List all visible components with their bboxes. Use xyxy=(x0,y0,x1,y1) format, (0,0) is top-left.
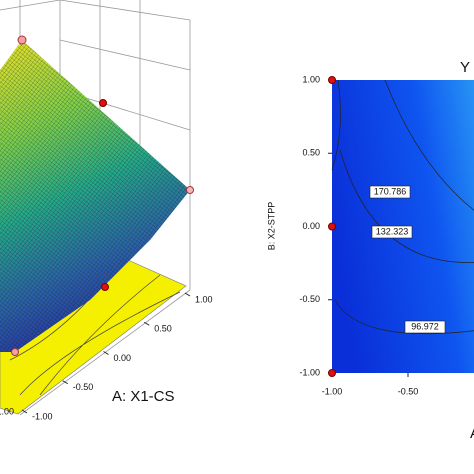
x-axis-label: A: X1-CS xyxy=(112,388,175,405)
y-tick-label: -1.00 xyxy=(0,406,14,416)
y-tick-label: 0.00 xyxy=(302,221,320,231)
x-tick-label: -0.50 xyxy=(73,382,94,392)
contour-label-box xyxy=(371,225,413,239)
chart-title: Y xyxy=(460,59,470,76)
tick-mark xyxy=(103,351,109,355)
contour-edge xyxy=(331,79,341,171)
contour-line xyxy=(334,299,474,335)
contour-label: 170.786 xyxy=(374,186,407,196)
x-tick-label: -1.00 xyxy=(322,386,343,396)
y-tick-label: 0.50 xyxy=(302,148,320,158)
design-point xyxy=(328,222,336,231)
tick-mark xyxy=(21,409,28,414)
y-axis-label: B: X2-STPP xyxy=(266,202,276,251)
contour-label: 96.972 xyxy=(411,321,439,331)
x-tick-label: 0.50 xyxy=(154,324,172,334)
y-tick-label: -0.50 xyxy=(299,294,320,304)
contour-line xyxy=(384,80,474,211)
design-point xyxy=(328,76,336,84)
tick-mark xyxy=(62,380,69,385)
tick-mark xyxy=(184,292,191,297)
x-tick-label: -1.00 xyxy=(32,411,53,421)
y-tick-label: 1.00 xyxy=(302,74,320,84)
x-axis-label: A xyxy=(470,425,474,442)
tick-mark xyxy=(143,321,150,326)
design-point xyxy=(328,369,336,377)
contour-label-box xyxy=(404,320,446,334)
x-tick-label: 0.00 xyxy=(114,353,132,363)
x-tick-label: 1.00 xyxy=(195,294,213,304)
x-tick-label: -0.50 xyxy=(398,386,419,396)
contour-label: 132.323 xyxy=(376,226,409,236)
contour-label-box xyxy=(369,185,411,199)
y-tick-label: -1.00 xyxy=(299,367,320,377)
box-3d xyxy=(0,0,194,416)
